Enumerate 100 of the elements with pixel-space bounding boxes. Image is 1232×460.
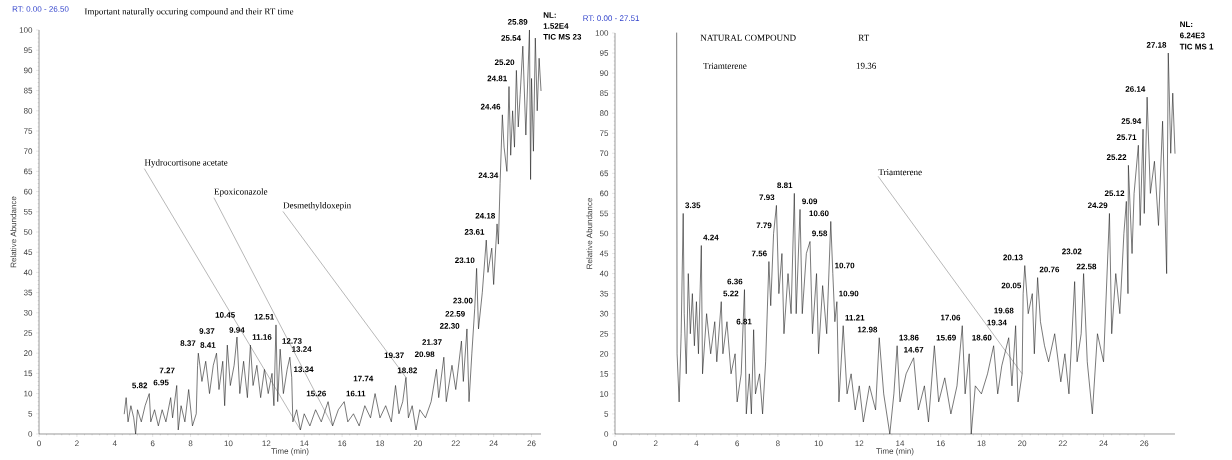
y-tick-label: 55 [599,210,609,217]
y-tick-label: 15 [24,370,33,377]
annotation: 9.58 [812,230,828,237]
line-series [123,29,542,435]
annotation: 11.16 [252,334,272,340]
annotation: Desmethyldoxepin [283,202,351,211]
annotation: 12.98 [857,326,878,333]
annotation: 4.24 [703,234,719,241]
x-tick-label: 24 [1099,440,1108,447]
annotation: 19.34 [987,319,1007,326]
y-tick-label: 95 [23,47,33,54]
annotation: 18.82 [397,367,418,374]
x-tick-label: 0 [37,440,41,447]
x-tick-label: 18 [977,440,986,447]
y-tick-label: 80 [599,110,609,117]
x-tick-label: 24 [489,440,498,447]
y-tick-label: 75 [599,130,609,137]
annotation: RT [858,34,870,41]
annotation: 12.73 [282,338,302,344]
y-tick-label: 50 [599,230,609,237]
x-tick-label: 22 [451,440,460,447]
y-tick-label: 25 [23,330,33,336]
x-tick-label: 20 [1018,440,1027,447]
x-tick-label: 4 [112,440,117,447]
y-tick-label: 30 [23,309,33,316]
annotation: 27.18 [1146,42,1167,48]
annotation: 16.11 [346,390,366,397]
x-tick-label: 16 [338,440,347,447]
annotation: 20.76 [1039,266,1060,273]
x-tick-label: 26 [527,440,536,447]
y-tick-label: 100 [595,30,609,36]
annotation: 7.79 [756,222,772,229]
y-tick-label: 95 [599,50,609,56]
annotation: 26.14 [1125,86,1146,92]
y-tick-label: 85 [23,87,33,94]
y-tick-label: 5 [28,410,33,417]
y-tick-label: 60 [23,188,33,195]
annotation: 10.60 [809,210,829,217]
x-tick-label: 8 [775,440,780,447]
annotation: 11.21 [845,314,865,321]
x-tick-label: 6 [735,440,740,447]
y-tick-label: 45 [599,250,609,257]
annotation: 23.02 [1062,248,1082,255]
x-tick-label: 0 [613,440,617,447]
annotation: 6.36 [727,278,743,285]
y-tick-label: 45 [23,249,33,255]
y-tick-label: 30 [599,310,609,317]
y-tick-label: 35 [23,289,33,296]
annotation: 7.93 [759,194,775,201]
annotation: 22.30 [439,323,460,329]
y-tick-label: 10 [24,390,33,397]
text: RT: 0.00 - 26.50 [12,6,69,12]
text: TIC MS 1 [1179,43,1214,50]
annotation: 22.59 [445,310,465,317]
y-tick-label: 25 [599,330,609,337]
x-tick-label: 12 [262,440,271,447]
y-tick-label: 0 [604,431,609,437]
y-tick-label: 55 [23,209,33,215]
annotation: 8.37 [180,340,196,347]
x-tick-label: 2 [653,440,658,447]
y-tick-label: 40 [23,269,33,276]
annotation: NATURAL COMPOUND [700,34,796,41]
annotation: 24.81 [487,75,507,82]
y-tick-label: 40 [599,270,609,277]
annotation: 19.37 [384,352,404,359]
y-tick-label: 5 [604,411,609,417]
annotation: Epoxiconazole [214,188,268,197]
y-tick-label: 90 [599,70,609,76]
y-axis-title: Relative Abundance [10,196,17,268]
y-tick-label: 15 [600,371,609,377]
y-tick-label: 35 [599,290,609,297]
annotation: 10.45 [215,312,235,318]
y-tick-label: 100 [19,27,33,33]
annotation: 9.94 [229,327,245,333]
annotation: 5.22 [723,290,739,297]
annotation: 23.00 [453,297,473,304]
x-tick-label: 4 [694,440,699,447]
y-tick-label: 75 [23,128,33,134]
y-tick-label: 20 [23,350,33,357]
annotation: 8.41 [200,342,216,348]
annotation: Triamterene [703,62,747,69]
y-tick-label: 20 [599,350,609,357]
annotation: Triamterene [878,169,922,176]
y-axis-title: Relative Abundance [586,198,593,269]
annotation: 12.51 [254,313,274,320]
annotation: 6.81 [736,318,752,325]
x-axis-title: Time (min) [876,448,914,456]
text: 1.52E4 [543,23,569,29]
y-tick-label: 0 [28,431,33,437]
annotation: 3.35 [685,202,701,209]
y-tick-label: 70 [599,150,609,157]
text: TIC MS 23 [543,34,582,40]
y-tick-label: 80 [23,107,33,114]
x-tick-label: 14 [300,440,309,447]
annotation: 24.18 [475,212,496,219]
annotation: 13.24 [292,346,312,352]
y-tick-label: 85 [599,90,609,96]
annotation: 10.70 [835,262,855,269]
x-axis-title: Time (min) [271,448,309,456]
x-tick-label: 22 [1058,440,1067,447]
